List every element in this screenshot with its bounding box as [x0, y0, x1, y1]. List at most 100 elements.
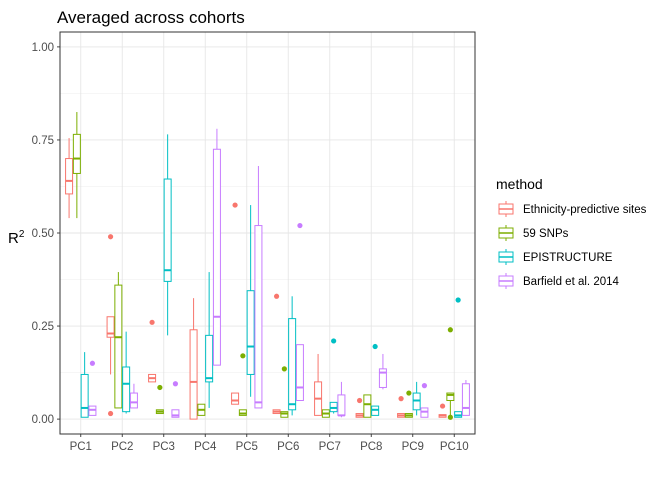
box-series: [80, 134, 463, 418]
box-mark: [254, 166, 263, 409]
box-body: [378, 368, 387, 388]
box-mark: [355, 397, 364, 418]
box-mark: [163, 134, 172, 336]
outlier-point: [372, 343, 378, 350]
box-mark: [454, 297, 463, 418]
box-mark: [197, 403, 206, 416]
outlier-point: [447, 327, 453, 333]
box-mark: [461, 380, 470, 416]
x-tick-label: PC6: [277, 441, 299, 453]
outlier-point: [331, 338, 337, 344]
legend-label: 59 SNPs: [523, 228, 569, 240]
box-body: [80, 373, 89, 418]
box-body: [337, 394, 346, 416]
y-tick-label: 0.50: [32, 228, 54, 240]
outlier-point: [439, 403, 446, 409]
legend-item: Barfield et al. 2014: [496, 272, 620, 290]
box-mark: [288, 296, 297, 416]
box-series-group: [65, 112, 470, 420]
box-mark: [446, 327, 455, 420]
box-mark: [205, 272, 214, 408]
x-axis: PC1 PC2 PC3 PC4 PC5 PC6 PC7 PC8 PC9 PC10: [70, 434, 469, 453]
legend-item: EPISTRUCTURE: [496, 248, 613, 266]
outlier-point: [297, 222, 303, 229]
box-mark: [420, 383, 429, 418]
legend: method Ethnicity-predictive sites 59 SNPs…: [496, 176, 647, 290]
box-series: [72, 112, 455, 420]
box-body: [65, 158, 74, 195]
outlier-point: [149, 319, 155, 325]
box-mark: [122, 331, 131, 414]
box-body: [122, 366, 131, 413]
box-body: [106, 316, 115, 338]
outlier-point: [398, 396, 404, 402]
box-mark: [65, 138, 74, 219]
box-mark: [238, 353, 247, 416]
outlier-point: [356, 397, 363, 404]
legend-title: method: [496, 176, 543, 192]
box-mark: [272, 293, 281, 415]
box-series: [88, 128, 470, 418]
box-mark: [438, 403, 447, 418]
box-body: [189, 329, 198, 420]
x-tick-label: PC10: [440, 441, 469, 453]
box-mark: [363, 394, 372, 418]
box-mark: [171, 381, 180, 418]
box-body: [114, 284, 123, 409]
box-body: [129, 392, 138, 409]
legend-label: Barfield et al. 2014: [523, 276, 620, 288]
outlier-point: [273, 293, 280, 299]
box-mark: [106, 234, 115, 417]
outlier-point: [89, 360, 96, 366]
chart-title: Averaged across cohorts: [57, 8, 245, 27]
x-tick-label: PC8: [360, 441, 382, 453]
outlier-point: [455, 297, 461, 303]
box-mark: [155, 384, 164, 415]
legend-label: Ethnicity-predictive sites: [523, 204, 647, 216]
outlier-point: [172, 381, 179, 387]
box-mark: [314, 353, 323, 416]
box-body: [212, 148, 221, 366]
x-tick-label: PC9: [402, 441, 424, 453]
y-tick-label: 0.00: [32, 414, 54, 426]
y-tick-label: 1.00: [32, 42, 54, 54]
outlier-point: [240, 353, 246, 359]
y-tick-label: 0.75: [32, 135, 54, 147]
box-mark: [80, 352, 89, 418]
box-body: [163, 178, 172, 282]
outlier-point: [232, 202, 238, 208]
outlier-point: [107, 410, 114, 417]
box-body: [205, 334, 214, 383]
y-axis-label: R2: [8, 229, 25, 247]
box-body: [363, 394, 372, 418]
box-mark: [397, 396, 406, 418]
box-mark: [412, 381, 421, 416]
box-mark: [72, 112, 81, 219]
box-mark: [321, 409, 330, 418]
box-body: [295, 344, 304, 401]
box-body: [461, 383, 470, 416]
box-mark: [295, 222, 304, 401]
outlier-point: [406, 390, 412, 396]
x-tick-label: PC4: [194, 441, 217, 453]
legend-item: 59 SNPs: [496, 224, 569, 242]
box-body: [171, 409, 180, 418]
box-body: [446, 392, 455, 401]
outlier-point: [157, 384, 163, 391]
box-mark: [129, 383, 138, 409]
box-body: [254, 225, 263, 409]
x-tick-label: PC7: [319, 441, 341, 453]
box-body: [288, 318, 297, 411]
x-tick-label: PC2: [111, 441, 133, 453]
box-body: [246, 290, 255, 375]
outlier-point: [447, 414, 453, 420]
outlier-point: [107, 234, 114, 240]
box-body: [72, 133, 81, 174]
legend-item: Ethnicity-predictive sites: [496, 200, 647, 218]
y-tick-label: 0.25: [32, 321, 54, 333]
box-body: [231, 392, 240, 405]
box-mark: [371, 343, 380, 416]
y-axis: 0.00 0.25 0.50 0.75 1.00: [32, 42, 60, 426]
outlier-point: [421, 383, 428, 389]
